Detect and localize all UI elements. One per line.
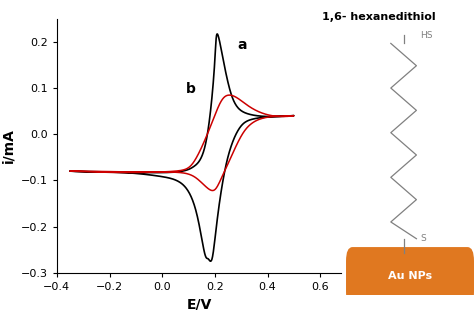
Text: S: S: [420, 234, 426, 243]
Text: Au NPs: Au NPs: [388, 271, 432, 281]
X-axis label: E/V: E/V: [186, 297, 212, 310]
Text: a: a: [237, 38, 247, 52]
Y-axis label: i/mA: i/mA: [1, 128, 15, 163]
FancyBboxPatch shape: [346, 247, 474, 306]
Text: 1,6- hexanedithiol: 1,6- hexanedithiol: [322, 12, 436, 22]
Text: b: b: [186, 82, 196, 95]
Text: HS: HS: [420, 30, 433, 40]
